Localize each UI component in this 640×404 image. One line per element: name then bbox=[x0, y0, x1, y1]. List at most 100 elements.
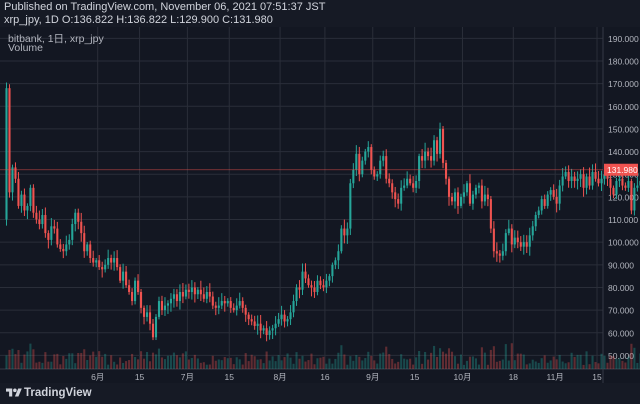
volume-bar bbox=[134, 356, 137, 369]
tradingview-logo-icon bbox=[6, 388, 22, 397]
volume-bar bbox=[223, 357, 226, 369]
x-tick-label: 15 bbox=[592, 372, 602, 382]
volume-bar bbox=[534, 361, 537, 369]
candle-body bbox=[385, 156, 388, 179]
candle-body bbox=[151, 323, 155, 338]
candle-body bbox=[444, 162, 448, 179]
candle-body bbox=[465, 183, 469, 193]
volume-bar bbox=[68, 353, 71, 369]
candle-body bbox=[603, 174, 606, 179]
volume-bar bbox=[238, 359, 241, 369]
volume-bar bbox=[157, 348, 161, 369]
candle-body bbox=[277, 319, 280, 324]
volume-bar bbox=[594, 362, 597, 369]
volume-bar bbox=[373, 360, 376, 369]
candle-body bbox=[166, 303, 170, 306]
candle-body bbox=[190, 287, 193, 292]
candle-body bbox=[498, 253, 501, 256]
x-tick-label: 15 bbox=[410, 372, 420, 382]
candle-body bbox=[397, 199, 400, 204]
candle-body bbox=[636, 185, 639, 188]
candle-body bbox=[415, 181, 418, 188]
volume-bar bbox=[14, 354, 17, 369]
chart-legend-volume[interactable]: Volume bbox=[8, 42, 44, 54]
volume-bar bbox=[226, 358, 229, 369]
candle-body bbox=[462, 192, 466, 197]
volume-bar bbox=[322, 356, 325, 369]
chart-legend-symbol[interactable]: bitbank, 1日, xrp_jpy bbox=[8, 33, 104, 45]
volume-bar bbox=[262, 363, 265, 369]
volume-bar bbox=[331, 363, 334, 369]
price-chart[interactable]: 50.000 60.000 70.000 80.000 90.000 100.000 110… bbox=[0, 27, 640, 383]
volume-bar bbox=[166, 355, 170, 369]
candle-body bbox=[163, 305, 167, 311]
candle-body bbox=[77, 212, 80, 222]
candle-body bbox=[388, 178, 391, 184]
candle-body bbox=[32, 187, 35, 213]
candle-body bbox=[160, 301, 164, 311]
volume-bar bbox=[229, 357, 232, 369]
volume-bar bbox=[328, 358, 331, 369]
candle-body bbox=[80, 221, 83, 234]
candle-body bbox=[11, 167, 14, 193]
volume-bar bbox=[507, 360, 510, 369]
candle-body bbox=[139, 291, 143, 308]
y-tick-label: 50.000 bbox=[608, 351, 634, 361]
volume-bar bbox=[528, 363, 531, 369]
volume-bar bbox=[154, 354, 158, 369]
volume-bar bbox=[612, 356, 615, 369]
candle-body bbox=[223, 301, 226, 304]
candle-body bbox=[516, 237, 519, 243]
volume-bar bbox=[597, 363, 600, 369]
volume-bar bbox=[376, 363, 379, 369]
volume-bar bbox=[316, 358, 319, 369]
volume-bar bbox=[450, 351, 454, 369]
candle-body bbox=[148, 312, 152, 324]
volume-bar bbox=[370, 355, 373, 369]
volume-bar bbox=[615, 358, 618, 369]
volume-bar bbox=[471, 356, 474, 369]
candle-body bbox=[271, 328, 274, 331]
candle-body bbox=[630, 181, 633, 211]
candle-body bbox=[98, 260, 101, 268]
candle-body bbox=[573, 176, 576, 182]
candle-body bbox=[235, 305, 238, 311]
candle-body bbox=[44, 214, 47, 234]
volume-bar bbox=[477, 364, 480, 369]
candle-body bbox=[337, 251, 340, 261]
y-tick-label: 60.000 bbox=[608, 328, 634, 338]
volume-bar bbox=[104, 353, 107, 369]
candle-body bbox=[615, 181, 618, 195]
volume-bar bbox=[421, 363, 424, 369]
volume-bar bbox=[283, 357, 286, 369]
candle-body bbox=[313, 287, 316, 292]
candle-body bbox=[268, 330, 271, 336]
volume-bar bbox=[424, 351, 427, 369]
candle-body bbox=[247, 314, 250, 320]
volume-bar bbox=[256, 359, 259, 369]
candle-body bbox=[307, 278, 310, 286]
volume-bar bbox=[453, 356, 457, 369]
volume-bar bbox=[447, 348, 451, 369]
candle-body bbox=[101, 267, 104, 270]
candle-body bbox=[549, 190, 552, 195]
volume-bar bbox=[325, 363, 328, 369]
candle-body bbox=[322, 285, 325, 288]
volume-bar bbox=[178, 357, 181, 369]
volume-bar bbox=[298, 358, 301, 369]
candle-body bbox=[486, 194, 489, 200]
volume-bar bbox=[35, 362, 38, 369]
volume-bar bbox=[241, 364, 244, 369]
footer-bar bbox=[0, 383, 640, 404]
candle-body bbox=[56, 228, 59, 245]
volume-bar bbox=[139, 351, 143, 369]
volume-bar bbox=[47, 361, 50, 369]
candle-body bbox=[576, 178, 579, 182]
volume-bar bbox=[355, 354, 358, 369]
candle-body bbox=[328, 276, 331, 281]
volume-bar bbox=[50, 361, 53, 369]
volume-bar bbox=[367, 351, 370, 369]
candle-body bbox=[495, 251, 498, 254]
volume-bar bbox=[172, 352, 175, 369]
volume-bar bbox=[585, 351, 588, 369]
